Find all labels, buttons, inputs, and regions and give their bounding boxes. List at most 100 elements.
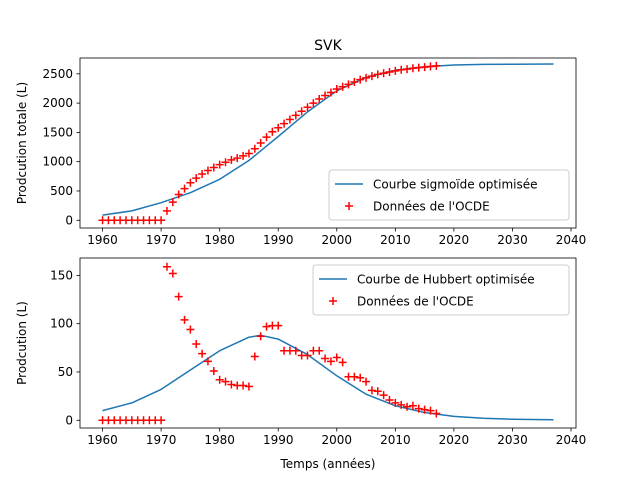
subplot-1: 1960 1970 1980 1990 2000 2010 2020 2030 2040 0 500… xyxy=(15,57,587,247)
data-point xyxy=(332,353,341,362)
data-point xyxy=(157,416,166,425)
x-tick-label: 2010 xyxy=(380,433,411,447)
data-point xyxy=(274,123,283,132)
legend-label: Courbe sigmoïde optimisée xyxy=(373,178,538,192)
y-tick-label: 1500 xyxy=(42,125,73,139)
data-point xyxy=(168,198,177,207)
data-point xyxy=(309,99,318,108)
data-point xyxy=(186,325,195,334)
data-point xyxy=(367,72,376,81)
data-point xyxy=(227,155,236,164)
data-point xyxy=(250,352,259,361)
data-point xyxy=(227,380,236,389)
data-point xyxy=(198,169,207,178)
data-point xyxy=(274,321,283,330)
data-point xyxy=(244,382,253,391)
data-point xyxy=(221,377,230,386)
data-point xyxy=(385,68,394,77)
x-tick-label: 1960 xyxy=(87,433,118,447)
data-point xyxy=(391,398,400,407)
legend-box xyxy=(312,264,570,316)
data-point xyxy=(408,401,417,410)
data-point xyxy=(256,332,265,341)
x-axis-label: Temps (années) xyxy=(280,457,376,471)
data-point xyxy=(291,111,300,120)
x-tick-label: 1980 xyxy=(204,233,235,247)
data-point xyxy=(432,61,441,70)
data-point xyxy=(403,402,412,411)
data-point xyxy=(256,138,265,147)
y-tick-label: 0 xyxy=(65,413,73,427)
figure-title: SVK xyxy=(314,38,342,54)
data-point xyxy=(379,391,388,400)
x-tick-label: 2020 xyxy=(439,433,470,447)
axes-frame xyxy=(79,57,577,229)
data-point xyxy=(338,358,347,367)
subplot-2: 1960 1970 1980 1990 2000 2010 2020 2030 2040 0 50 1… xyxy=(15,257,587,471)
data-point xyxy=(168,269,177,278)
data-point xyxy=(350,78,359,87)
data-point xyxy=(203,166,212,175)
data-point xyxy=(180,184,189,193)
data-point xyxy=(174,190,183,199)
legend-label: Courbe de Hubbert optimisée xyxy=(357,273,535,287)
data-point xyxy=(280,119,289,128)
data-point xyxy=(233,154,242,163)
y-tick-label: 50 xyxy=(58,365,73,379)
x-tick-label: 2040 xyxy=(556,433,587,447)
data-point xyxy=(262,133,271,142)
y-tick-label: 150 xyxy=(50,268,73,282)
data-point xyxy=(303,351,312,360)
legend-marker-swatch xyxy=(345,202,353,210)
y-tick-label: 2000 xyxy=(42,96,73,110)
data-point xyxy=(344,80,353,89)
data-point xyxy=(379,69,388,78)
data-point xyxy=(291,346,300,355)
x-tick-label: 2020 xyxy=(439,233,470,247)
x-tick-label: 2040 xyxy=(556,233,587,247)
data-point xyxy=(326,357,335,366)
y-tick-label: 0 xyxy=(65,213,73,227)
x-tick-label: 1990 xyxy=(263,233,294,247)
legend: Courbe de Hubbert optimisée Données de l'… xyxy=(312,264,570,316)
x-tick-label: 1970 xyxy=(146,433,177,447)
data-point xyxy=(385,395,394,404)
data-point xyxy=(215,375,224,384)
data-point xyxy=(367,386,376,395)
x-tick-label: 2000 xyxy=(322,233,353,247)
data-point xyxy=(203,357,212,366)
x-tick-label: 1990 xyxy=(263,433,294,447)
axes-frame xyxy=(79,257,577,429)
data-point xyxy=(209,163,218,172)
data-point xyxy=(239,381,248,390)
data-point xyxy=(373,70,382,79)
data-point xyxy=(315,346,324,355)
data-point xyxy=(432,409,441,418)
data-point xyxy=(315,95,324,104)
data-point xyxy=(332,85,341,94)
data-point xyxy=(157,216,166,225)
data-point xyxy=(303,103,312,112)
data-point xyxy=(250,144,259,153)
data-point xyxy=(209,367,218,376)
data-point xyxy=(321,91,330,100)
data-point xyxy=(239,151,248,160)
data-point xyxy=(198,349,207,358)
y-tick-label: 2500 xyxy=(42,67,73,81)
y-tick-label: 100 xyxy=(50,317,73,331)
x-tick-label: 2030 xyxy=(497,433,528,447)
x-tick-label: 1980 xyxy=(204,433,235,447)
series-line xyxy=(102,63,554,216)
data-point xyxy=(362,73,371,82)
data-point xyxy=(414,404,423,413)
data-point xyxy=(397,400,406,409)
x-tick-label: 1960 xyxy=(87,233,118,247)
data-point xyxy=(186,178,195,187)
data-point xyxy=(162,206,171,215)
y-tick-label: 1000 xyxy=(42,155,73,169)
data-point xyxy=(326,88,335,97)
data-point xyxy=(356,75,365,84)
x-tick-label: 2030 xyxy=(497,233,528,247)
data-point xyxy=(391,66,400,75)
